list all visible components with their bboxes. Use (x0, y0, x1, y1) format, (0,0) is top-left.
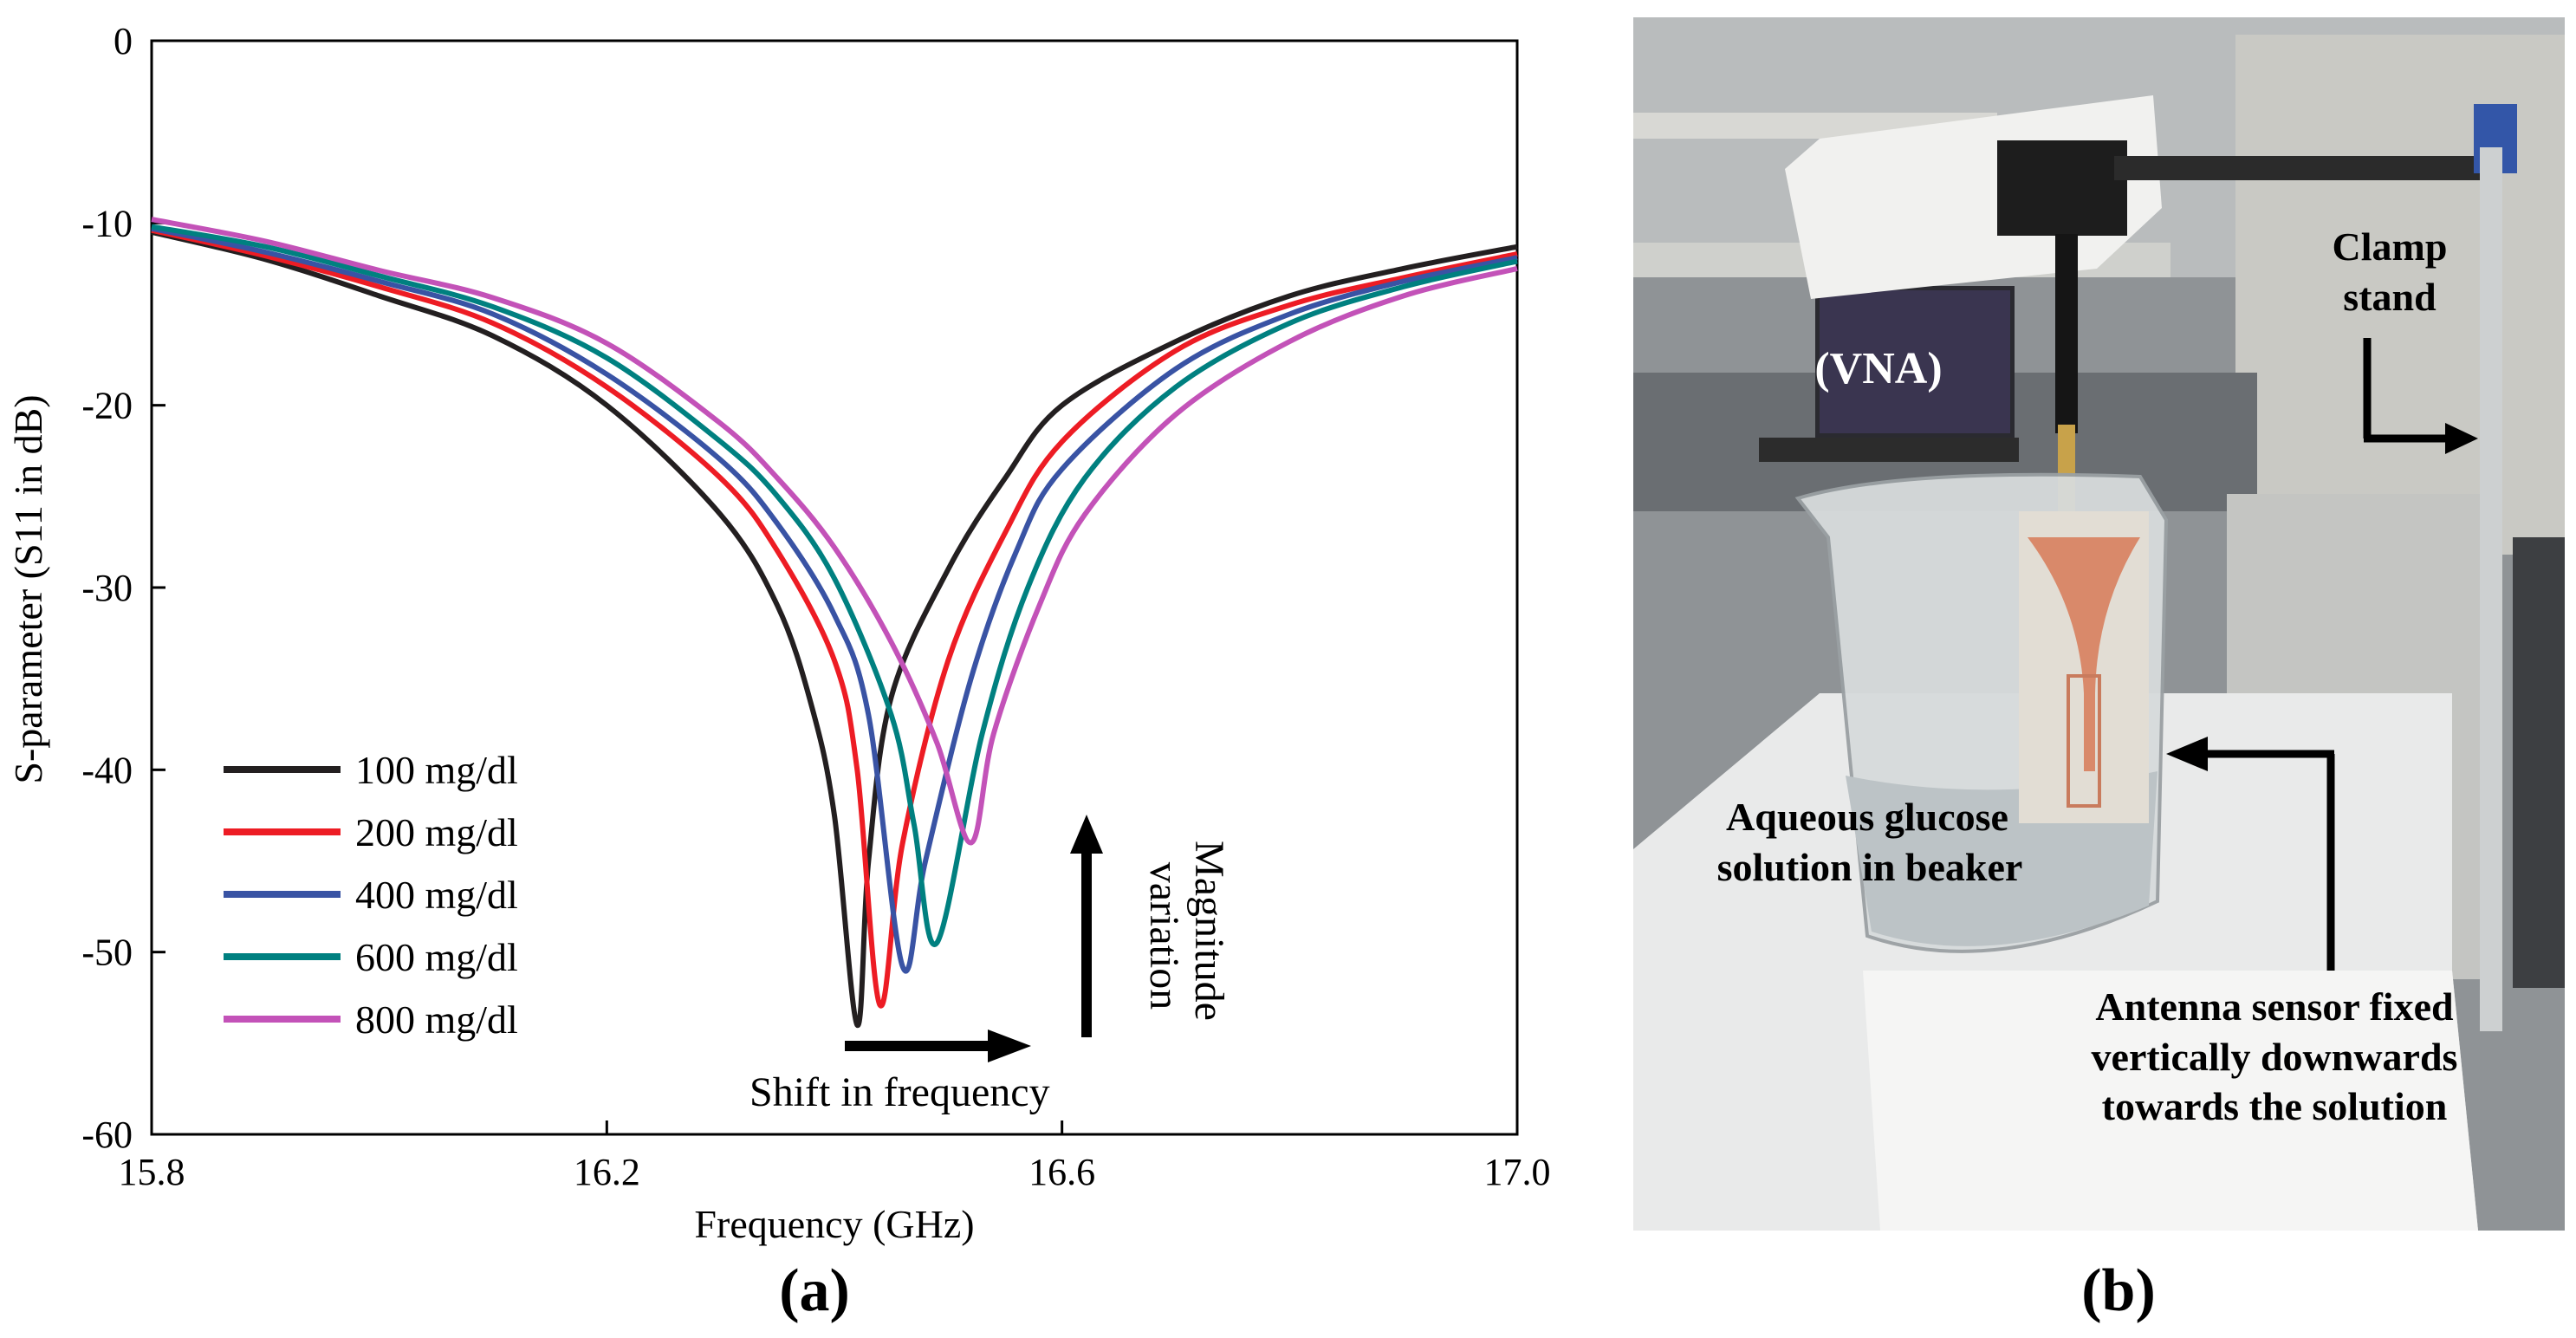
x-tick-label: 15.8 (119, 1151, 185, 1193)
antenna-arrow (2166, 737, 2335, 971)
shift-annotation: Shift in frequency (749, 1029, 1050, 1115)
y-tick-label: 0 (114, 20, 133, 62)
legend-label: 600 mg/dl (355, 935, 518, 979)
x-axis-title: Frequency (GHz) (694, 1202, 974, 1246)
shift-label: Shift in frequency (749, 1069, 1050, 1115)
panel-b-label: (b) (2081, 1257, 2156, 1324)
y-tick-label: -60 (81, 1114, 133, 1156)
magnitude-arrow-head (1070, 815, 1103, 854)
clamp-label-line1: Clamp (2333, 224, 2448, 269)
shift-arrow-head (988, 1029, 1031, 1062)
x-tick-label: 16.2 (574, 1151, 640, 1193)
y-axis-title: S-parameter (S11 in dB) (6, 394, 50, 783)
series-line-800-mg-dl (151, 217, 1518, 846)
legend-label: 400 mg/dl (355, 873, 518, 917)
legend-label: 200 mg/dl (355, 810, 518, 854)
series-line-200-mg-dl (151, 227, 1518, 1009)
series-line-100-mg-dl (151, 229, 1518, 1028)
axis-ticks: 15.8 16.2 16.6 17.0 0 -10 -20 -30 -40 -50 -60 (81, 20, 1550, 1193)
antenna-label-line3: towards the solution (2102, 1084, 2448, 1128)
magnitude-annotation: Magnitude variation (1070, 815, 1232, 1037)
panel-a-label: (a) (779, 1257, 850, 1324)
x-tick-label: 16.6 (1028, 1151, 1095, 1193)
glucose-label-line2: solution in beaker (1717, 845, 2023, 889)
y-tick-label: -20 (81, 385, 133, 427)
vna-label: (VNA) (1814, 344, 1942, 393)
clamp-arrow (2363, 338, 2478, 454)
antenna-label-line2: vertically downwards (2092, 1035, 2458, 1079)
legend: 100 mg/dl 200 mg/dl 400 mg/dl 600 mg/dl 800 … (224, 748, 518, 1042)
y-tick-label: -10 (81, 202, 133, 244)
clamp-label-line2: stand (2343, 275, 2436, 319)
y-tick-label: -50 (81, 932, 133, 974)
y-tick-label: -30 (81, 567, 133, 609)
series-line-600-mg-dl (151, 224, 1518, 947)
magnitude-label: Magnitude variation (1141, 841, 1232, 1031)
series-lines (151, 217, 1518, 1028)
glucose-label-line1: Aqueous glucose (1726, 795, 2008, 839)
legend-label: 800 mg/dl (355, 997, 518, 1042)
s11-chart: 15.8 16.2 16.6 17.0 0 -10 -20 -30 -40 -50 -60 Freq… (6, 20, 1551, 1324)
photo-frame (1633, 17, 2565, 1231)
legend-label: 100 mg/dl (355, 748, 518, 792)
antenna-label-line1: Antenna sensor fixed (2095, 984, 2454, 1029)
series-line-400-mg-dl (151, 225, 1518, 974)
y-tick-label: -40 (81, 749, 133, 791)
x-tick-label: 17.0 (1484, 1151, 1551, 1193)
